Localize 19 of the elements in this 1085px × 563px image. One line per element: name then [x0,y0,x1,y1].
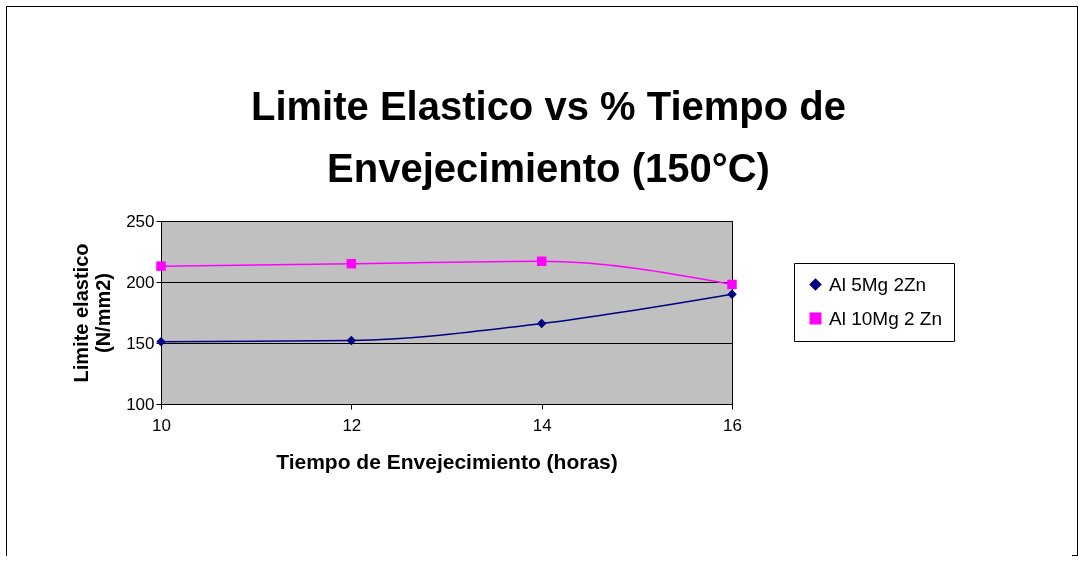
point [536,256,547,266]
point [536,318,547,329]
point [727,279,737,290]
y-tick-label: 250 [126,211,155,231]
legend-label: Al 5Mg 2Zn [829,273,927,295]
chart-title: Limite Elastico vs % Tiempo de Envejecimiento (150°C) [251,84,846,190]
point [346,258,357,269]
x-tick-label: 16 [723,415,742,435]
y-tick-label: 100 [126,394,155,414]
x-axis-title: Tiempo de Envejecimiento (horas) [276,449,618,473]
y-axis-title: Limite elastico (N/mm2) [70,243,115,383]
legend-label: Al 10Mg 2 Zn [829,307,942,329]
y-tick-label: 200 [126,272,155,292]
point [346,335,357,346]
x-tick-label: 10 [152,415,171,435]
x-tick-label: 14 [532,415,552,435]
point [156,261,166,271]
y-tick-label: 150 [126,333,155,353]
x-tick-label: 12 [342,415,362,435]
